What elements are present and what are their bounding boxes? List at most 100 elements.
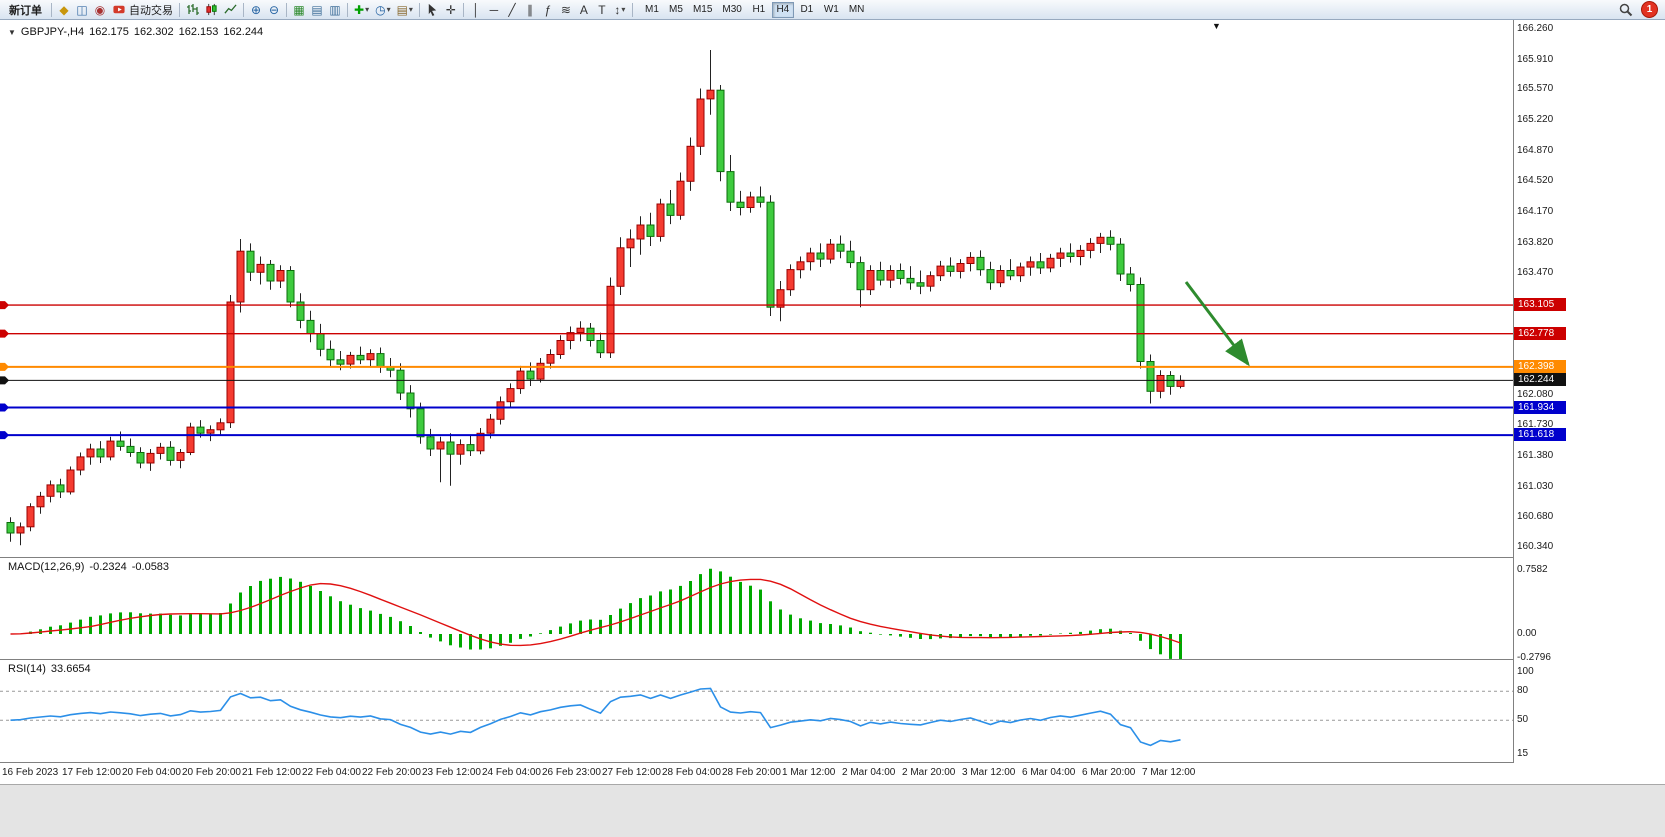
timeframe-group: M1 M5 M15 M30 H1 H4 D1 W1 MN <box>640 1 869 18</box>
new-order-button[interactable]: 新订单 <box>3 1 48 19</box>
rsi-pane[interactable] <box>0 660 1513 763</box>
support-line-2[interactable] <box>0 431 1513 440</box>
timeframe-m30-button[interactable]: M30 <box>718 2 745 18</box>
status-strip <box>0 785 1665 837</box>
indicators-icon: ✚ <box>354 2 365 17</box>
toolbar-separator <box>631 2 633 17</box>
toolbar-separator <box>51 2 52 17</box>
toolbar-separator <box>286 2 287 17</box>
macd-canvas[interactable] <box>0 558 1513 659</box>
trendline-button[interactable]: ╱ <box>503 1 521 19</box>
toolbar-separator <box>347 2 348 17</box>
candlestick-mode-button[interactable] <box>202 1 221 19</box>
annotation-arrow[interactable] <box>1184 281 1250 367</box>
navigator-button[interactable]: ◉ <box>91 1 109 19</box>
time-axis[interactable] <box>0 763 1665 785</box>
timeframe-h1-button[interactable]: H1 <box>748 2 770 18</box>
crosshair-icon: ✛ <box>445 2 456 17</box>
vertical-line-button[interactable]: │ <box>467 1 485 19</box>
support-line-1[interactable] <box>0 403 1513 412</box>
zoom-out-icon: ⊖ <box>268 2 280 17</box>
fibonacci-icon: ƒ <box>544 2 552 17</box>
timeframe-m5-button[interactable]: M5 <box>665 2 687 18</box>
resistance-line-2[interactable] <box>0 329 1513 338</box>
tile-windows-button[interactable]: ▦ <box>290 1 308 19</box>
text-button[interactable]: A <box>575 1 593 19</box>
autotrading-button[interactable]: 自动交易 <box>109 1 176 19</box>
new-chart-button[interactable]: ◆ <box>55 1 73 19</box>
crosshair-button[interactable]: ✛ <box>442 1 460 19</box>
price-axis[interactable] <box>1513 20 1665 763</box>
fibonacci-button[interactable]: ƒ <box>539 1 557 19</box>
new-chart-icon: ◆ <box>59 2 69 17</box>
pane-divider-rsi[interactable] <box>0 658 1513 662</box>
arrange-horizontal-icon: ▤ <box>311 2 323 17</box>
autotrading-button-label: 自动交易 <box>129 4 173 17</box>
trendline-icon: ╱ <box>508 2 516 17</box>
bar-chart-mode-button[interactable] <box>183 1 202 19</box>
cursor-icon <box>426 3 439 16</box>
bid-price-line-edge-marker <box>0 376 9 385</box>
line-chart-mode-button[interactable] <box>221 1 240 19</box>
timeframe-w1-button[interactable]: W1 <box>820 2 843 18</box>
navigator-icon: ◉ <box>94 2 106 17</box>
indicators-button[interactable]: ✚ ▾ <box>351 1 372 19</box>
arrows-icon: ↕ <box>614 2 621 17</box>
cycle-lines-icon: ≋ <box>560 2 571 17</box>
templates-icon: ▤ <box>396 2 408 17</box>
toolbar-separator <box>418 2 420 17</box>
timeframe-m15-button[interactable]: M15 <box>689 2 716 18</box>
linechart-icon <box>224 3 237 16</box>
equidistant-channel-icon: ∥ <box>526 2 533 17</box>
periods-button[interactable]: ◷ ▾ <box>372 1 394 19</box>
rsi-canvas[interactable] <box>0 660 1513 762</box>
zoom-out-button[interactable]: ⊖ <box>265 1 283 19</box>
equidistant-channel-button[interactable]: ∥ <box>521 1 539 19</box>
magnifier-icon <box>1618 2 1633 17</box>
chevron-down-icon: ▾ <box>365 5 370 14</box>
cursor-button[interactable] <box>423 1 442 19</box>
timeframe-m1-button[interactable]: M1 <box>641 2 663 18</box>
macd-signal-line <box>10 578 1181 647</box>
text-icon: A <box>579 2 588 17</box>
horizontal-line-button[interactable]: ─ <box>485 1 503 19</box>
price-chart-canvas[interactable] <box>0 20 1513 557</box>
vertical-line-icon: │ <box>472 2 480 17</box>
arrange-horizontal-button[interactable]: ▤ <box>308 1 326 19</box>
resistance-line-1-edge-marker <box>0 301 9 310</box>
pane-divider-macd[interactable] <box>0 556 1513 560</box>
cycle-lines-button[interactable]: ≋ <box>557 1 575 19</box>
bid-price-line[interactable] <box>0 376 1513 385</box>
zoom-in-button[interactable]: ⊕ <box>247 1 265 19</box>
arrows-button[interactable]: ↕ ▾ <box>611 1 629 19</box>
macd-pane[interactable] <box>0 558 1513 660</box>
chevron-down-icon: ▾ <box>621 5 626 14</box>
breakout-line[interactable] <box>0 362 1513 371</box>
periods-icon: ◷ <box>375 2 386 17</box>
chevron-down-icon: ▾ <box>386 5 391 14</box>
candles-icon <box>205 3 218 16</box>
notification-count: 1 <box>1646 4 1653 15</box>
zoom-in-icon: ⊕ <box>250 2 262 17</box>
chart-shift-marker-icon[interactable]: ▼ <box>1212 21 1221 31</box>
autotrade-icon <box>112 3 126 16</box>
timeframe-mn-button[interactable]: MN <box>845 2 869 18</box>
profiles-button[interactable]: ◫ <box>73 1 91 19</box>
toolbar-separator <box>462 2 464 17</box>
bars-icon <box>186 3 199 16</box>
templates-button[interactable]: ▤ ▾ <box>394 1 416 19</box>
tile-windows-icon: ▦ <box>293 2 305 17</box>
timeframe-h4-button[interactable]: H4 <box>771 1 794 18</box>
toolbar: 新订单 ◆ ◫ ◉ 自动交易 ⊕ ⊖ ▦ ▤ ▥ ✚ ▾ ◷ ▾ ▤ ▾ ✛ │ ─ ╱ ∥ ƒ ≋ A T ↕ ▾ M1 M5 M15… <box>0 0 1665 20</box>
search-button[interactable] <box>1615 1 1636 19</box>
arrange-vertical-button[interactable]: ▥ <box>326 1 344 19</box>
price-chart-pane[interactable] <box>0 20 1513 558</box>
resistance-line-1[interactable] <box>0 301 1513 310</box>
support-line-2-edge-marker <box>0 431 9 440</box>
toolbar-items: 新订单 ◆ ◫ ◉ 自动交易 ⊕ ⊖ ▦ ▤ ▥ ✚ ▾ ◷ ▾ ▤ ▾ ✛ │ ─ ╱ ∥ ƒ ≋ A T ↕ ▾ <box>3 0 636 20</box>
notification-badge[interactable]: 1 <box>1641 1 1658 18</box>
timeframe-d1-button[interactable]: D1 <box>796 2 818 18</box>
text-label-button[interactable]: T <box>593 1 611 19</box>
rsi-line <box>10 687 1181 747</box>
toolbar-right: 1 <box>1615 1 1662 19</box>
